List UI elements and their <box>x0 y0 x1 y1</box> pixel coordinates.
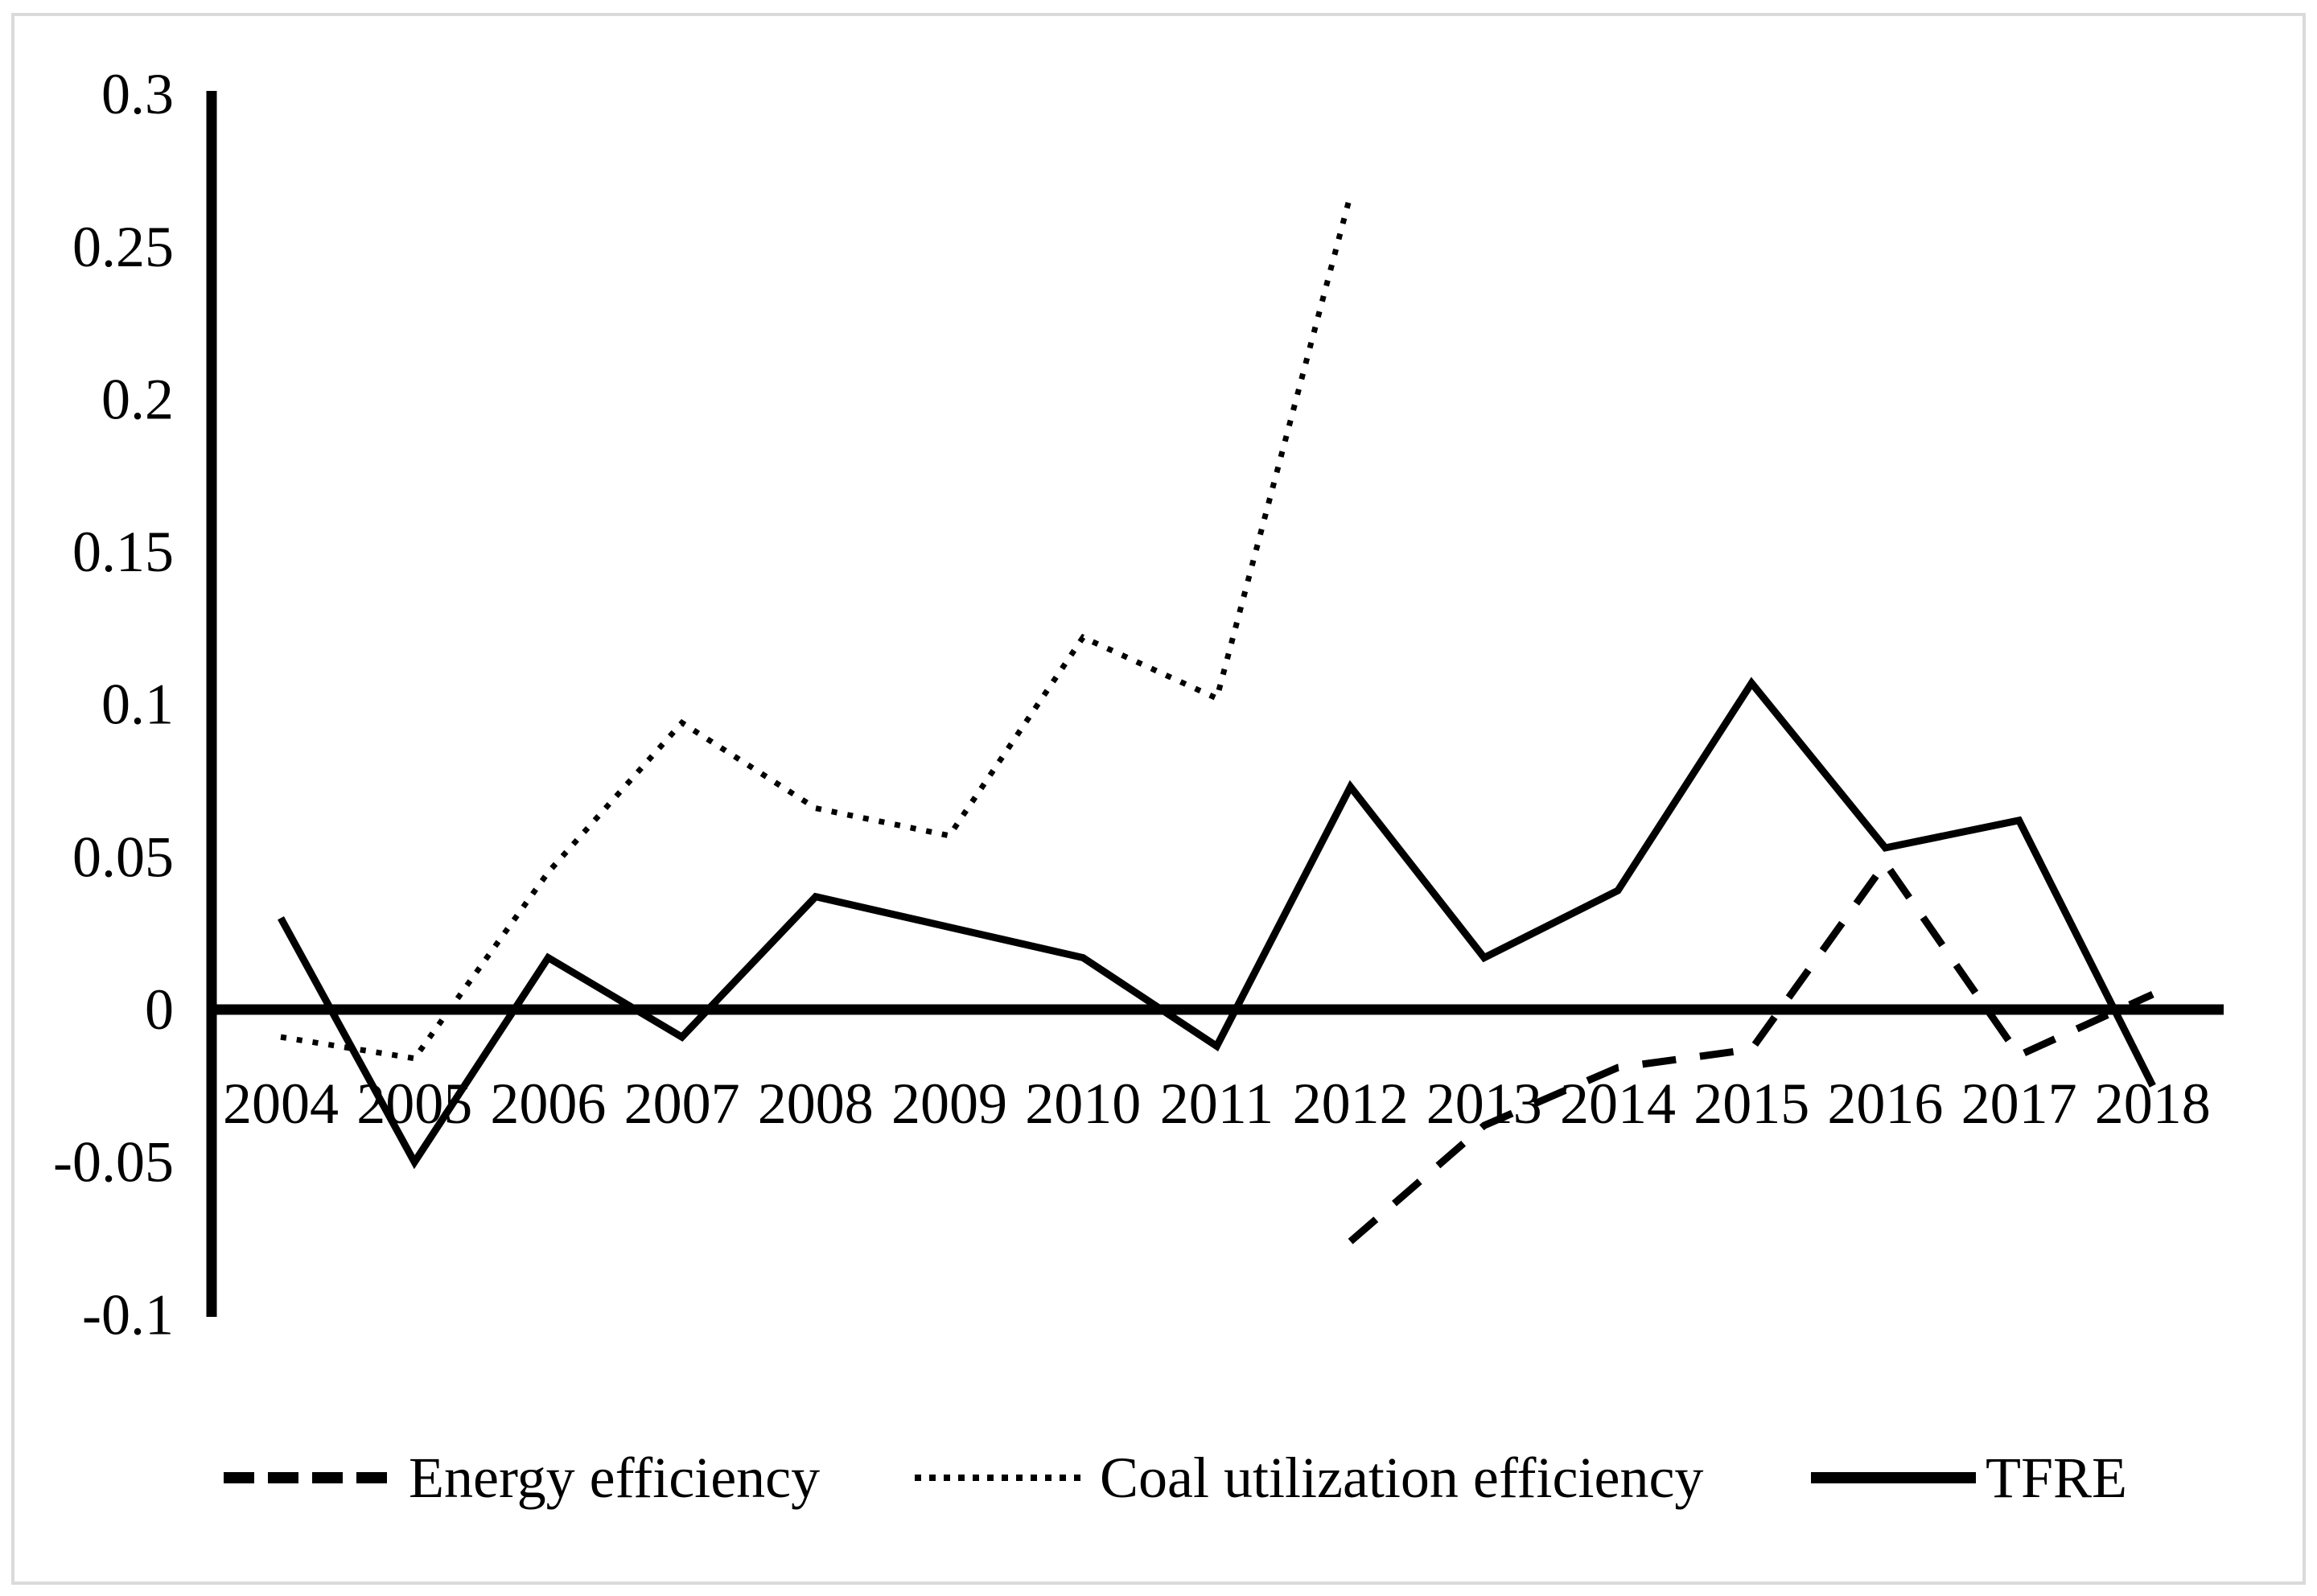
y-axis-tick-label: 0.15 <box>72 520 174 584</box>
legend-label-coal-utilization-efficiency: Coal utilization efficiency <box>1100 1446 1703 1510</box>
x-axis-year-label: 2016 <box>1827 1072 1943 1136</box>
x-axis-year-label: 2009 <box>891 1072 1007 1136</box>
y-axis-tick-label: -0.05 <box>53 1130 174 1195</box>
series-line-coal-utilization-efficiency <box>280 194 1353 1062</box>
x-axis-year-label: 2004 <box>223 1072 339 1136</box>
y-axis-tick-label: -0.1 <box>82 1282 174 1347</box>
x-axis-year-label: 2014 <box>1560 1072 1676 1136</box>
x-axis-year-label: 2010 <box>1025 1072 1141 1136</box>
x-axis-year-label: 2006 <box>490 1072 606 1136</box>
y-axis-tick-label: 0.05 <box>72 825 174 889</box>
y-axis-tick-label: 0.2 <box>101 367 174 431</box>
figure-border <box>11 13 2306 1585</box>
y-axis-tick-label: 0.3 <box>101 62 174 126</box>
x-axis-year-label: 2011 <box>1160 1072 1274 1136</box>
y-axis-tick-label: 0.25 <box>72 215 174 279</box>
x-axis-year-label: 2008 <box>758 1072 874 1136</box>
series-line-tfre <box>278 677 2156 1170</box>
x-axis-year-label: 2007 <box>624 1072 740 1136</box>
legend-label-tfre: TFRE <box>1986 1446 2127 1510</box>
series-line-energy-efficiency <box>1348 857 2154 1244</box>
legend-label-energy-efficiency: Energy efficiency <box>409 1446 820 1510</box>
y-axis-tick-label: 0 <box>145 977 174 1042</box>
y-axis-tick-label: 0.1 <box>101 673 174 737</box>
x-axis-year-label: 2015 <box>1694 1072 1809 1136</box>
x-axis-year-label: 2017 <box>1961 1072 2077 1136</box>
x-axis-year-label: 2012 <box>1293 1072 1409 1136</box>
